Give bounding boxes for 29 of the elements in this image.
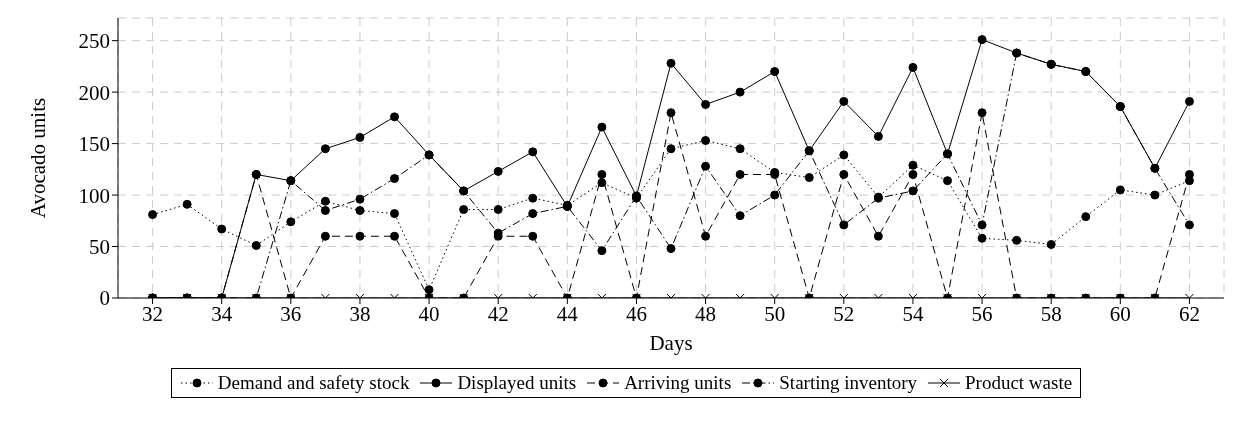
x-tick-label: 52 <box>833 301 855 326</box>
y-tick-label: 50 <box>89 234 110 259</box>
y-tick-label: 250 <box>78 29 110 54</box>
x-tick-label: 42 <box>487 301 509 326</box>
y-tick-label: 150 <box>78 132 110 157</box>
x-tick-label: 38 <box>349 301 371 326</box>
x-tick-label: 54 <box>902 301 924 326</box>
x-tick-label: 60 <box>1109 301 1131 326</box>
y-tick-label: 100 <box>78 183 110 208</box>
x-tick-label: 34 <box>211 301 233 326</box>
legend-label: Demand and safety stock <box>217 372 410 394</box>
x-tick-label: 44 <box>556 301 579 326</box>
x-tick-label: 36 <box>280 301 302 326</box>
y-tick-label: 200 <box>78 80 110 105</box>
y-axis-title: Avocado units <box>26 97 51 219</box>
x-axis-title: Days <box>649 331 693 355</box>
legend-label: Product waste <box>965 372 1073 394</box>
x-tick-label: 46 <box>625 301 647 326</box>
x-tick-label: 62 <box>1178 301 1200 326</box>
y-tick-label: 0 <box>99 286 110 311</box>
x-tick-label: 48 <box>695 301 717 326</box>
x-tick-label: 40 <box>418 301 440 326</box>
legend-label: Displayed units <box>457 372 577 394</box>
x-tick-label: 56 <box>971 301 993 326</box>
x-tick-label: 50 <box>764 301 786 326</box>
x-tick-label: 58 <box>1040 301 1062 326</box>
x-tick-label: 32 <box>142 301 164 326</box>
legend-label: Arriving units <box>624 372 732 394</box>
legend-label: Starting inventory <box>779 372 918 394</box>
